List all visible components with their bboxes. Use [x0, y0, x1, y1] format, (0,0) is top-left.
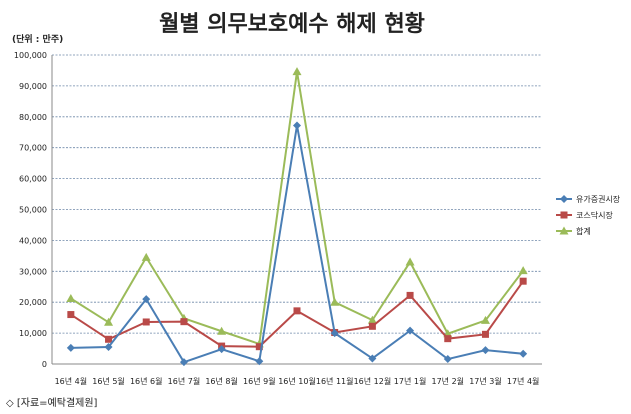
data-point [406, 326, 415, 335]
series-line [70, 71, 524, 346]
legend-label: 코스닥시장 [576, 210, 613, 220]
data-point [405, 257, 415, 266]
y-tick-label: 60,000 [19, 175, 47, 184]
x-tick-label: 17년 1월 [394, 376, 427, 386]
x-tick-label: 16년 12월 [354, 376, 392, 386]
y-tick-label: 40,000 [19, 236, 47, 245]
x-tick-label: 16년 5월 [92, 376, 125, 386]
data-point [66, 343, 75, 352]
legend-item: 합계 [556, 226, 591, 236]
data-point [330, 329, 339, 338]
data-point [367, 315, 377, 324]
data-point [444, 335, 452, 343]
y-tick-label: 100,000 [14, 51, 47, 60]
unit-label: (단위 : 만주) [12, 33, 63, 45]
data-point [104, 343, 113, 352]
data-point [104, 317, 114, 326]
x-tick-label: 16년 6월 [130, 376, 163, 386]
data-point [481, 330, 489, 338]
data-point [142, 318, 150, 326]
data-point [560, 211, 568, 219]
y-axis-ticks: 0 10,000 20,000 30,000 40,000 50,000 60,000 70,… [14, 51, 47, 369]
x-tick-label: 17년 2월 [431, 376, 464, 386]
series-line [70, 125, 524, 364]
data-point [519, 349, 528, 358]
data-point [105, 335, 113, 343]
y-tick-label: 50,000 [19, 206, 47, 215]
x-tick-label: 16년 4월 [55, 376, 88, 386]
x-tick-label: 16년 9월 [243, 376, 276, 386]
data-point [255, 343, 263, 351]
data-point [406, 291, 414, 299]
gridlines [52, 54, 542, 334]
legend-item: 코스닥시장 [556, 210, 613, 220]
data-point [480, 315, 490, 324]
chart-title: 월별 의무보호예수 해제 현황 [159, 12, 425, 37]
data-point [292, 67, 302, 76]
data-point [443, 355, 452, 364]
data-point [142, 295, 151, 304]
series-1 [67, 277, 527, 351]
y-tick-label: 70,000 [19, 144, 47, 153]
data-point [481, 346, 490, 355]
y-tick-label: 20,000 [19, 298, 47, 307]
y-tick-label: 90,000 [19, 82, 47, 91]
series-0 [66, 121, 528, 367]
data-point [330, 297, 340, 306]
x-tick-label: 16년 7월 [168, 376, 201, 386]
data-point [560, 195, 568, 203]
y-tick-label: 10,000 [19, 329, 47, 338]
data-point [368, 354, 377, 363]
series-2 [66, 67, 528, 348]
data-point [179, 358, 188, 367]
data-point [519, 277, 527, 285]
x-axis-ticks: 16년 4월 16년 5월 16년 6월 16년 7월 16년 8월 16년 9월 16년 … [55, 376, 540, 386]
data-point [559, 226, 569, 235]
y-tick-label: 80,000 [19, 113, 47, 122]
x-tick-label: 16년 8월 [205, 376, 238, 386]
data-point [67, 311, 75, 319]
y-tick-label: 30,000 [19, 267, 47, 276]
data-point [141, 252, 151, 261]
data-point [368, 322, 376, 330]
series-group [66, 67, 528, 367]
data-point [293, 307, 301, 315]
x-tick-label: 16년 11월 [316, 376, 354, 386]
data-point [255, 357, 264, 366]
legend-label: 합계 [576, 226, 591, 236]
x-tick-label: 17년 4월 [507, 376, 540, 386]
source-note: ◇ [자료=예탁결제원] [6, 397, 98, 409]
data-point [293, 121, 301, 130]
y-tick-label: 0 [42, 360, 47, 369]
data-point [66, 293, 76, 302]
data-point [217, 345, 226, 354]
data-point [217, 326, 227, 335]
legend-label: 유가증권시장 [576, 194, 621, 204]
x-tick-label: 17년 3월 [469, 376, 502, 386]
data-point [518, 266, 528, 275]
data-point [180, 318, 188, 326]
x-tick-label: 16년 10월 [278, 376, 316, 386]
legend-item: 유가증권시장 [556, 194, 621, 204]
